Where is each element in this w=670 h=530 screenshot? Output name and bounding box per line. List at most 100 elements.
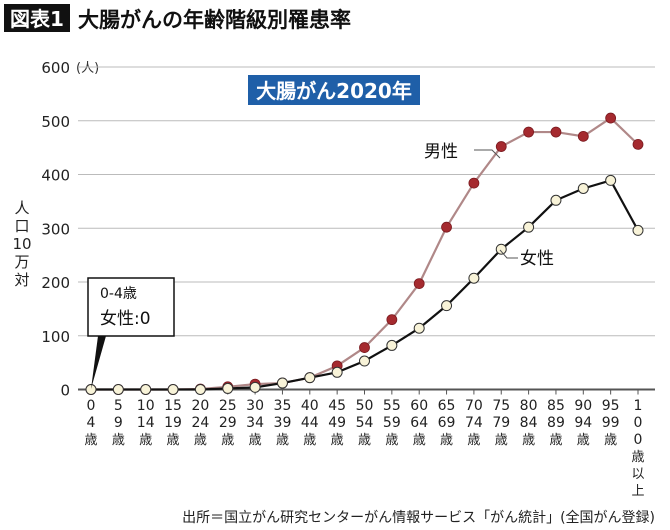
y-axis-label-char: 人 [14, 199, 29, 217]
legend-female: 女性 [520, 249, 554, 269]
x-tick-label: 歳 [413, 433, 426, 448]
data-point-female [441, 300, 453, 312]
x-tick-label: 5 [114, 398, 123, 414]
x-tick-label: 歳 [303, 433, 316, 448]
y-tick-label: 300 [41, 220, 70, 238]
female-leader [499, 249, 518, 259]
figure-badge: 図表1 [10, 7, 64, 31]
data-point-male [577, 130, 589, 142]
data-point-female [359, 355, 370, 367]
x-tick-label: 25 [219, 398, 237, 414]
x-tick-label: 49 [328, 415, 346, 431]
y-tick-label: 200 [41, 274, 70, 292]
x-tick-label: 歳 [495, 433, 508, 448]
data-point-male [359, 342, 370, 353]
y-unit: (人) [76, 61, 99, 76]
x-tick-label: 歳 [276, 433, 289, 448]
figure-title: 大腸がんの年齢階級別罹患率 [78, 8, 351, 32]
x-tick-label: 39 [274, 415, 292, 431]
x-tick-label: 19 [164, 415, 182, 431]
y-axis-label-char: 対 [14, 271, 29, 289]
data-point-female [249, 381, 261, 393]
x-tick-label: 75 [492, 398, 510, 414]
y-tick-label: 0 [60, 382, 70, 400]
x-tick-label: 55 [383, 398, 401, 414]
x-tick-label: 85 [547, 398, 565, 414]
x-tick-label: 歳 [385, 433, 398, 448]
x-tick-label: 歳 [631, 450, 644, 465]
x-tick-label: 30 [246, 398, 264, 414]
annotation-line1: 0-4歳 [100, 286, 137, 302]
data-point-male [468, 177, 480, 189]
x-tick-label: 60 [410, 398, 428, 414]
data-point-male [632, 138, 644, 150]
x-tick-label: 80 [520, 398, 538, 414]
x-tick-label: 59 [383, 415, 401, 431]
x-tick-label: 70 [465, 398, 483, 414]
data-point-female [523, 221, 535, 233]
chart-title: 大腸がん2020年 [256, 79, 412, 103]
data-point-male [413, 278, 425, 290]
x-tick-label: 44 [301, 415, 319, 431]
data-point-male [523, 126, 534, 138]
y-axis-label-char: 口 [14, 217, 29, 235]
data-point-female [577, 182, 589, 194]
x-tick-label: 94 [574, 415, 592, 431]
x-tick-label: 歳 [522, 433, 535, 448]
x-tick-label: 歳 [249, 433, 262, 448]
x-tick-label: 歳 [221, 433, 234, 448]
x-tick-label: 歳 [194, 433, 207, 448]
y-axis-label-char: 10 [12, 235, 31, 253]
data-point-male [441, 221, 452, 233]
y-tick-label: 400 [41, 167, 70, 185]
x-tick-label: 69 [438, 415, 456, 431]
x-tick-label: 15 [164, 398, 182, 414]
x-tick-label: 50 [356, 398, 374, 414]
x-tick-label: 0 [87, 398, 96, 414]
x-tick-label: 歳 [167, 433, 180, 448]
x-tick-label: 歳 [358, 433, 371, 448]
x-tick-label: 74 [465, 415, 483, 431]
data-point-female [632, 224, 644, 236]
x-tick-label: 89 [547, 415, 565, 431]
x-tick-label: 24 [191, 415, 209, 431]
x-tick-label: 歳 [84, 433, 97, 448]
x-tick-label: 9 [114, 415, 123, 431]
data-point-female [85, 384, 97, 395]
x-tick-label: 34 [246, 415, 264, 431]
data-point-female [495, 243, 507, 255]
data-point-female [276, 377, 288, 389]
x-tick-label: 上 [631, 484, 644, 499]
x-tick-label: 歳 [577, 433, 590, 448]
y-tick-label: 500 [41, 113, 70, 131]
x-tick-label: 14 [137, 415, 155, 431]
y-tick-label: 600 [41, 59, 70, 77]
x-tick-label: 0 [634, 432, 643, 448]
x-tick-label: 64 [410, 415, 428, 431]
annotation-pointer [91, 336, 106, 389]
data-point-female [550, 194, 562, 206]
data-point-male [386, 314, 398, 326]
x-tick-label: 90 [574, 398, 592, 414]
data-point-female [222, 382, 234, 394]
data-point-female [112, 384, 124, 395]
legend-male: 男性 [424, 142, 458, 162]
figure-badge-bg [4, 4, 70, 32]
data-point-male [550, 126, 562, 138]
x-tick-label: 40 [301, 398, 319, 414]
x-tick-label: 歳 [139, 433, 152, 448]
x-tick-label: 10 [137, 398, 155, 414]
x-tick-label: 1 [634, 398, 643, 414]
x-tick-label: 35 [274, 398, 292, 414]
data-point-female [194, 384, 206, 395]
x-tick-label: 歳 [440, 433, 453, 448]
x-tick-label: 65 [438, 398, 456, 414]
annotation-box [87, 277, 175, 337]
male-leader [474, 149, 501, 159]
x-tick-label: 歳 [604, 433, 617, 448]
data-point-female [304, 372, 316, 384]
x-tick-label: 20 [191, 398, 209, 414]
